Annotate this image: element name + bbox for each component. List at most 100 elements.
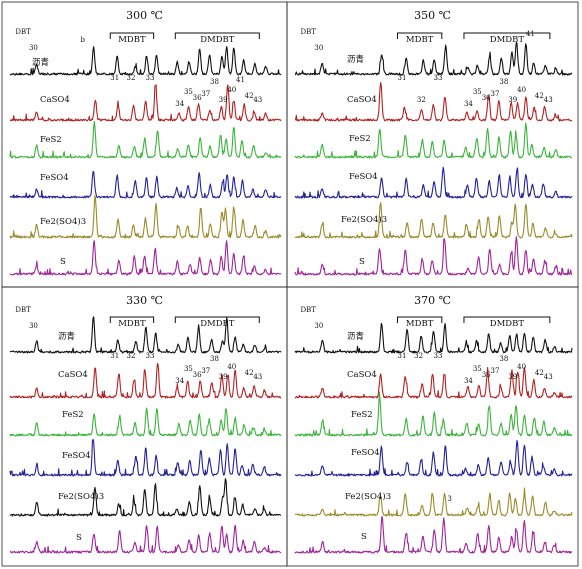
series-name: Fe2(SO4)3 <box>341 214 387 225</box>
peak-label: 34 <box>175 100 184 108</box>
series-trace <box>9 316 282 354</box>
group-label: DMDBT <box>490 35 525 45</box>
series-trace <box>294 487 573 517</box>
peak-label: 39 <box>508 96 517 104</box>
peak-label: 42 <box>245 92 254 100</box>
peak-label: DBT <box>301 306 317 314</box>
bracket-mdbt <box>109 316 155 323</box>
peak-label: 43 <box>544 373 553 381</box>
series-trace <box>9 46 282 76</box>
peak-label: 40 <box>517 363 526 371</box>
peak-label: 31 <box>397 352 406 360</box>
peak-label: 41 <box>526 30 535 38</box>
peak-label: 37 <box>201 367 210 375</box>
series-trace <box>9 407 282 437</box>
group-label: MDBT <box>406 319 434 329</box>
series-trace <box>9 84 282 122</box>
series-name: 沥青 <box>58 331 75 342</box>
series-name: FeS2 <box>349 134 371 144</box>
peak-label: 39 <box>219 96 228 104</box>
group-label: MDBT <box>118 319 146 329</box>
peak-label: 40 <box>517 86 526 94</box>
peak-label: 3 <box>447 495 451 503</box>
peak-label: 43 <box>253 373 262 381</box>
panel-title: 370 ℃ <box>414 294 451 307</box>
peak-label: DBT <box>301 28 317 36</box>
peak-label: 35 <box>184 365 193 373</box>
peak-label: 30 <box>29 322 38 330</box>
series-name: FeS2 <box>40 135 62 145</box>
series-name: Fe2(SO4)3 <box>58 491 104 502</box>
series-trace <box>9 478 282 517</box>
series-trace <box>294 439 573 477</box>
bracket-dmdbt <box>463 32 551 39</box>
peak-label: 33 <box>434 352 443 360</box>
peak-label: 43 <box>253 96 262 104</box>
peak-label: 42 <box>245 369 254 377</box>
peak-label: 40 <box>227 86 236 94</box>
series-name: Fe2(SO4)3 <box>40 216 86 227</box>
peak-label: 35 <box>184 88 193 96</box>
series-name: CaSO4 <box>347 95 377 105</box>
peak-label: DBT <box>15 28 31 36</box>
series-name: S <box>76 533 82 543</box>
peak-label: 32 <box>417 96 426 104</box>
peak-label: 31 <box>110 74 119 82</box>
peak-label: 41 <box>236 76 245 84</box>
bracket-mdbt <box>396 32 443 39</box>
series-name: S <box>359 257 365 267</box>
series-name: 沥青 <box>347 54 364 65</box>
panel-title: 300 ℃ <box>126 9 163 22</box>
series-trace <box>294 366 573 399</box>
peak-label: 34 <box>175 377 184 385</box>
panel-title: 330 ℃ <box>126 294 163 307</box>
peak-label: 32 <box>127 74 136 82</box>
peak-label: 36 <box>482 371 491 379</box>
series-name: Fe2(SO4)3 <box>345 491 391 502</box>
series-name: S <box>60 257 66 267</box>
peak-label: 31 <box>397 74 406 82</box>
peak-label: 43 <box>544 96 553 104</box>
chart-panel-2: 350 ℃ MDBT DMDBT 沥青 DBT 30 31 33 41 CaSO4 32 343536… <box>286 1 579 288</box>
series-name: FeSO4 <box>349 172 378 182</box>
peak-label: 36 <box>193 371 202 379</box>
peak-label: 30 <box>314 44 323 52</box>
series-name: CaSO4 <box>58 370 88 380</box>
peak-label: 37 <box>491 90 500 98</box>
bracket-dmdbt <box>463 316 551 323</box>
peak-label: 34 <box>464 377 473 385</box>
peak-label: 32 <box>127 352 136 360</box>
bracket-dmdbt <box>174 32 260 39</box>
peak-label: 42 <box>535 369 544 377</box>
peak-label: 35 <box>473 88 482 96</box>
series-trace <box>294 41 573 76</box>
peak-label: 33 <box>434 74 443 82</box>
series-trace <box>294 202 573 239</box>
group-label: MDBT <box>118 35 146 45</box>
peak-label: 31 <box>110 352 119 360</box>
bracket-mdbt <box>109 32 155 39</box>
bracket-mdbt <box>396 316 443 323</box>
peak-label: 30 <box>29 44 38 52</box>
group-label: MDBT <box>406 35 434 45</box>
peak-label: b <box>80 36 85 44</box>
peak-label: 36 <box>482 94 491 102</box>
peak-label: 30 <box>314 322 323 330</box>
peak-label: 42 <box>535 92 544 100</box>
peak-label: 38 <box>499 78 508 86</box>
peak-label: 37 <box>491 367 500 375</box>
series-name: FeS2 <box>62 410 84 420</box>
panel-frame <box>286 286 579 567</box>
peak-label: 40 <box>227 363 236 371</box>
series-trace <box>294 391 573 437</box>
group-label: DMDBT <box>200 319 235 329</box>
peak-label: 35 <box>473 365 482 373</box>
series-name: CaSO4 <box>347 370 377 380</box>
peak-label: 37 <box>201 90 210 98</box>
series-name: FeSO4 <box>40 173 69 183</box>
series-trace <box>294 322 573 354</box>
peak-label: 38 <box>499 355 508 363</box>
panel-title: 350 ℃ <box>414 9 451 22</box>
